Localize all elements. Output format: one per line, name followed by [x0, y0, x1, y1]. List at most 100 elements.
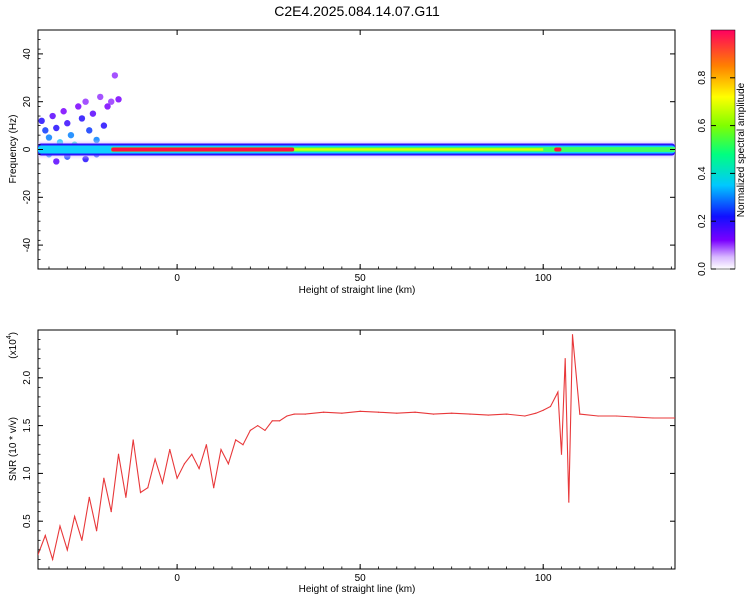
- spectrogram-panel: 0 50 100 40 20 0 -20 -40 Height of straight lin…: [8, 29, 676, 296]
- snr-point: [615, 415, 618, 417]
- colorbar-ticks: 0.0 0.2 0.4 0.6 0.8: [697, 70, 735, 276]
- snr-frame: [37, 329, 676, 570]
- spectrogram-point: [60, 108, 67, 115]
- snr-point: [293, 413, 295, 415]
- ridge-peak-segment: [554, 147, 562, 152]
- spectrogram-ticks: 0 50 100 40 20 0 -20 -40: [22, 29, 675, 284]
- spectrogram-point: [100, 122, 108, 129]
- spectrogram-point: [104, 103, 111, 110]
- snr-point: [542, 409, 544, 411]
- snr-point: [674, 417, 675, 419]
- snr-plot-area: [38, 334, 675, 562]
- snr-point: [81, 539, 83, 541]
- snr-point: [432, 413, 434, 415]
- spectrogram-x-tick-label: 100: [535, 273, 552, 284]
- colorbar: 0.0 0.2 0.4 0.6 0.8 Normalized spectral ampl…: [697, 29, 747, 276]
- spectrogram-point: [67, 131, 75, 139]
- snr-scale-prefix: (x10: [8, 339, 19, 359]
- snr-x-tick-label: 100: [535, 573, 552, 584]
- ridge-core-band: [286, 148, 544, 151]
- snr-point: [549, 405, 552, 408]
- snr-x-axis-label: Height of straight line (km): [299, 584, 416, 595]
- snr-point: [286, 415, 288, 417]
- snr-y-tick-label: 1.0: [22, 466, 33, 480]
- snr-y-axis-label: SNR (10 * v/v): [8, 417, 19, 481]
- spectrogram-point: [82, 98, 89, 105]
- snr-point: [205, 444, 208, 446]
- colorbar-tick-label: 0.8: [697, 70, 708, 84]
- colorbar-tick-label: 0.4: [697, 166, 708, 180]
- svg-text:(x104): (x104): [6, 332, 19, 359]
- spectrogram-y-tick-label: 20: [22, 96, 33, 108]
- snr-point: [652, 417, 654, 419]
- snr-point: [571, 334, 574, 336]
- spectrogram-y-tick-label: 0: [22, 146, 33, 152]
- snr-point: [557, 391, 559, 393]
- snr-point: [52, 558, 54, 561]
- snr-point: [227, 463, 229, 465]
- ridge-peak-segment: [111, 147, 295, 152]
- snr-ticks: 0 50 100 0.5 1.0 1.5 2.0: [22, 330, 675, 584]
- snr-point: [341, 412, 343, 414]
- spectrogram-x-axis-label: Height of straight line (km): [299, 285, 416, 296]
- spectrogram-point: [38, 117, 45, 125]
- spectrogram-point: [49, 112, 56, 120]
- spectrogram-point: [111, 72, 119, 79]
- snr-point: [487, 414, 489, 416]
- snr-point: [524, 415, 526, 417]
- snr-point: [117, 453, 120, 455]
- snr-point: [74, 515, 76, 518]
- spectrogram-point: [53, 124, 60, 132]
- spectrogram-point: [89, 110, 97, 117]
- snr-point: [44, 534, 46, 537]
- snr-point: [249, 429, 251, 431]
- snr-point: [95, 530, 98, 532]
- snr-point: [191, 453, 193, 455]
- snr-point: [304, 413, 306, 415]
- snr-y-tick-label: 0.5: [22, 514, 33, 528]
- snr-point: [161, 482, 164, 484]
- spectrogram-x-tick-label: 50: [355, 273, 367, 284]
- snr-point: [132, 439, 134, 441]
- snr-point: [377, 411, 380, 413]
- snr-point: [469, 413, 471, 415]
- snr-point: [505, 413, 508, 415]
- spectrogram-point: [42, 127, 49, 134]
- snr-point: [110, 511, 112, 513]
- snr-point: [59, 525, 61, 527]
- snr-point: [154, 458, 156, 460]
- snr-point: [451, 412, 453, 414]
- snr-point: [139, 491, 142, 494]
- snr-point: [279, 420, 281, 422]
- snr-point: [568, 501, 570, 503]
- figure-title: C2E4.2025.084.14.07.G11: [274, 3, 440, 19]
- spectrogram-point: [53, 158, 60, 165]
- spectrogram-y-tick-label: 40: [22, 48, 33, 60]
- snr-point: [579, 413, 581, 415]
- snr-point: [564, 358, 566, 360]
- snr-point: [176, 477, 178, 479]
- colorbar-gradient: [710, 29, 736, 270]
- snr-point: [359, 410, 361, 412]
- snr-point: [125, 496, 127, 498]
- snr-point: [103, 477, 105, 479]
- snr-point: [183, 463, 186, 465]
- snr-point: [198, 468, 200, 470]
- snr-y-tick-label: 2.0: [22, 370, 33, 384]
- snr-point: [213, 487, 215, 489]
- snr-point: [66, 549, 68, 551]
- spectrogram-point: [108, 98, 115, 105]
- snr-y-tick-label: 1.5: [22, 418, 33, 432]
- snr-x-tick-label: 0: [174, 573, 180, 584]
- snr-point: [88, 496, 90, 498]
- snr-point: [38, 554, 39, 556]
- snr-point: [634, 416, 636, 418]
- snr-point: [597, 415, 599, 417]
- snr-point: [535, 412, 537, 414]
- snr-point: [396, 412, 398, 414]
- snr-panel: 0 50 100 0.5 1.0 1.5 2.0 Height of straight li…: [6, 329, 676, 595]
- spectrogram-point: [86, 127, 93, 134]
- spectrogram-point: [97, 93, 104, 101]
- snr-scale-label: (x104): [6, 332, 19, 359]
- snr-point: [560, 453, 563, 455]
